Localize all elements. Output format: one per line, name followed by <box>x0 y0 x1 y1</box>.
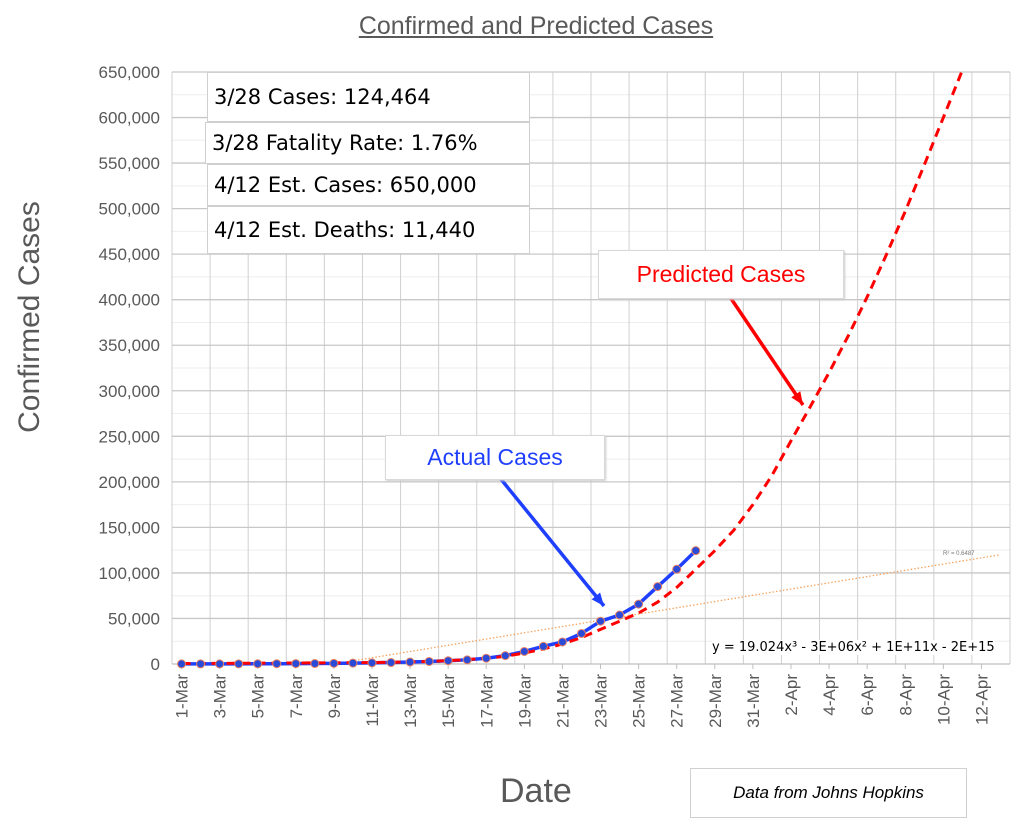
x-tick-label: 6-Apr <box>858 674 877 716</box>
x-tick-label: 29-Mar <box>706 674 725 728</box>
info-box-est-deaths: 4/12 Est. Deaths: 11,440 <box>207 206 530 254</box>
actual-cases-point <box>234 659 244 669</box>
y-tick-label: 500,000 <box>99 200 160 219</box>
actual-cases-point <box>538 641 548 651</box>
x-tick-label: 8-Apr <box>896 674 915 716</box>
x-tick-label: 11-Mar <box>363 674 382 727</box>
x-tick-label: 19-Mar <box>515 674 534 728</box>
trendline-equation: y = 19.024x³ - 3E+06x² + 1E+11x - 2E+15 <box>712 640 995 655</box>
y-tick-label: 600,000 <box>99 109 160 128</box>
x-tick-label: 31-Mar <box>744 674 763 728</box>
linear-trendline <box>333 554 1001 665</box>
chart-title: Confirmed and Predicted Cases <box>358 12 714 40</box>
actual-cases-point <box>519 646 529 656</box>
actual-cases-callout: Actual Cases <box>385 435 605 480</box>
actual-cases-arrow-head <box>591 592 604 606</box>
actual-cases-point <box>596 616 606 626</box>
actual-cases-point <box>177 659 187 669</box>
actual-cases-point <box>196 659 206 669</box>
actual-cases-point <box>634 599 644 609</box>
actual-cases-point <box>215 659 225 669</box>
r-squared-label: R² = 0.6487 <box>943 551 975 557</box>
x-tick-label: 21-Mar <box>553 674 572 728</box>
y-tick-label: 0 <box>151 655 160 674</box>
x-tick-label: 3-Mar <box>211 674 230 719</box>
x-axis-label: Date <box>500 772 572 810</box>
y-tick-label: 150,000 <box>99 518 160 537</box>
actual-cases-point <box>615 610 625 620</box>
actual-cases-point <box>557 637 567 647</box>
y-tick-label: 350,000 <box>99 336 160 355</box>
actual-cases-point <box>576 628 586 638</box>
x-tick-label: 15-Mar <box>439 674 458 728</box>
actual-cases-point <box>691 546 701 556</box>
info-box-cases: 3/28 Cases: 124,464 <box>207 72 530 122</box>
actual-cases-point <box>367 658 377 668</box>
actual-cases-point <box>272 659 282 669</box>
actual-cases-point <box>291 659 301 669</box>
actual-cases-point <box>653 582 663 592</box>
x-tick-label: 7-Mar <box>287 674 306 719</box>
x-tick-label: 1-Mar <box>173 674 192 719</box>
actual-cases-point <box>481 653 491 663</box>
y-tick-label: 550,000 <box>99 154 160 173</box>
y-tick-label: 50,000 <box>108 609 160 628</box>
x-tick-label: 4-Apr <box>820 674 839 716</box>
source-note: Data from Johns Hopkins <box>690 768 967 818</box>
predicted-cases-arrow-head <box>791 391 803 405</box>
predicted-cases-line <box>181 69 964 666</box>
actual-cases-point <box>348 658 358 668</box>
y-axis-label: Confirmed Cases <box>13 201 46 433</box>
predicted-cases-callout: Predicted Cases <box>598 250 844 299</box>
actual-cases-point <box>672 564 682 574</box>
x-tick-label: 5-Mar <box>249 674 268 719</box>
info-box-est-cases: 4/12 Est. Cases: 650,000 <box>207 164 530 206</box>
y-tick-label: 300,000 <box>99 382 160 401</box>
actual-cases-point <box>329 658 339 668</box>
y-tick-label: 650,000 <box>99 63 160 82</box>
x-tick-label: 10-Apr <box>934 674 953 725</box>
y-tick-label: 450,000 <box>99 245 160 264</box>
x-tick-label: 25-Mar <box>630 674 649 728</box>
actual-cases-point <box>386 658 396 668</box>
actual-cases-point <box>405 657 415 667</box>
y-tick-label: 200,000 <box>99 473 160 492</box>
x-tick-label: 23-Mar <box>592 674 611 728</box>
actual-cases-point <box>500 651 510 661</box>
y-tick-label: 400,000 <box>99 291 160 310</box>
y-tick-label: 250,000 <box>99 427 160 446</box>
x-tick-label: 27-Mar <box>668 674 687 728</box>
x-tick-label: 13-Mar <box>401 674 420 728</box>
predicted-cases-arrow <box>728 296 805 406</box>
actual-cases-point <box>424 656 434 666</box>
x-tick-label: 17-Mar <box>477 674 496 728</box>
y-tick-label: 100,000 <box>99 564 160 583</box>
actual-cases-point <box>443 656 453 666</box>
x-tick-label: 2-Apr <box>782 674 801 716</box>
actual-cases-arrow <box>498 476 606 608</box>
info-box-fatality-rate: 3/28 Fatality Rate: 1.76% <box>205 122 530 164</box>
actual-cases-point <box>253 659 263 669</box>
actual-cases-point <box>462 655 472 665</box>
x-tick-label: 12-Apr <box>972 674 991 725</box>
actual-cases-point <box>310 659 320 669</box>
x-tick-label: 9-Mar <box>325 674 344 719</box>
